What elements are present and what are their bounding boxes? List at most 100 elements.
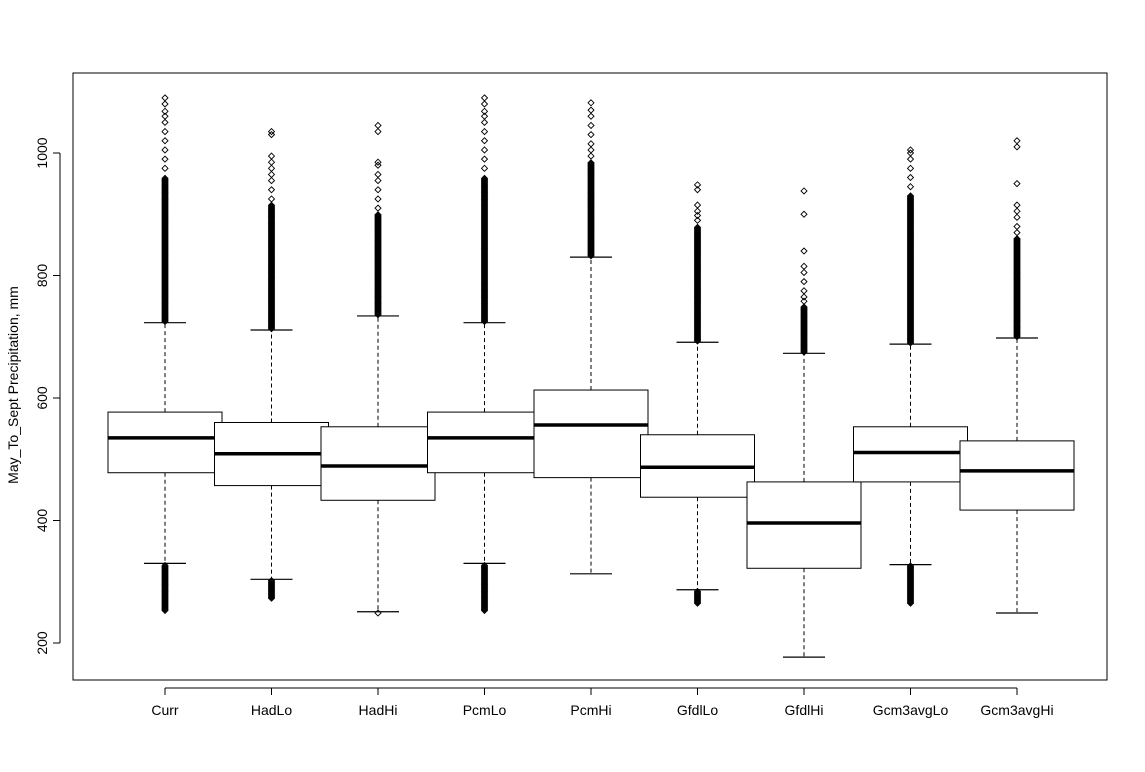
outlier-point [1013, 222, 1021, 231]
outlier-point [906, 149, 915, 157]
outlier-point [587, 146, 595, 154]
iqr-box [427, 411, 542, 474]
plot-frame [72, 72, 1108, 681]
box-Curr [107, 94, 223, 615]
x-tick-label: PcmLo [463, 702, 507, 718]
outlier-point [800, 304, 808, 312]
x-tick-label: Gcm3avgLo [873, 702, 949, 718]
outlier-point [906, 562, 915, 570]
y-tick-label: 1000 [34, 137, 50, 168]
outlier-point [267, 164, 276, 172]
outlier-point [906, 146, 915, 154]
y-axis-title: May_To_Sept Precipitation, mm [5, 286, 21, 484]
outlier-point [480, 175, 489, 183]
outlier-point [693, 587, 702, 596]
outlier-point [906, 563, 915, 571]
outlier-point [374, 161, 382, 169]
outlier-point [161, 127, 169, 136]
outlier-point [267, 158, 276, 166]
outlier-point [480, 100, 489, 108]
box-GfdlHi [746, 187, 862, 658]
outlier-point [161, 100, 169, 108]
outlier-point [267, 201, 276, 209]
outlier-point [267, 170, 276, 179]
outlier-point [800, 247, 808, 255]
y-tick-label: 400 [34, 509, 50, 533]
outlier-point [587, 160, 595, 168]
iqr-box [853, 426, 968, 483]
boxes-group [107, 94, 1075, 658]
outlier-point [800, 262, 808, 270]
outlier-point [587, 159, 595, 167]
outlier-point [800, 268, 808, 277]
box-PcmHi [533, 99, 649, 575]
outlier-point [1013, 213, 1021, 221]
outlier-point [906, 183, 915, 191]
outlier-point [374, 127, 382, 136]
outlier-point [1013, 228, 1021, 237]
outlier-point [374, 204, 382, 212]
x-tick-label: HadLo [251, 702, 292, 718]
x-tick-label: PcmHi [570, 702, 611, 718]
outlier-point [161, 107, 169, 115]
outlier-point [1013, 235, 1021, 243]
box-Gcm3avgLo [853, 146, 968, 607]
outlier-point [480, 561, 489, 570]
x-tick-label: Curr [151, 702, 179, 718]
outlier-point [267, 577, 276, 585]
outlier-point [161, 164, 169, 172]
outlier-point [374, 158, 382, 166]
outlier-point [161, 561, 169, 570]
outlier-point [161, 112, 169, 120]
outlier-point [480, 94, 489, 102]
outlier-point [906, 164, 915, 172]
outlier-point [800, 303, 808, 311]
outlier-point [1013, 179, 1021, 188]
outlier-point [267, 176, 276, 185]
outlier-point [587, 130, 595, 139]
iqr-box [959, 440, 1075, 511]
outlier-point [161, 94, 169, 102]
box-GfdlLo [640, 181, 755, 607]
outlier-point [480, 562, 489, 571]
y-tick-label: 600 [34, 386, 50, 410]
outlier-point [800, 187, 808, 195]
outlier-point [693, 224, 702, 232]
outlier-point [1013, 201, 1021, 209]
x-tick-label: HadHi [359, 702, 398, 718]
outlier-point [480, 155, 489, 163]
outlier-point [906, 192, 915, 200]
outlier-point [693, 223, 702, 231]
outlier-point [1013, 207, 1021, 215]
iqr-box [320, 426, 436, 501]
x-axis: Curr HadLo HadHi PcmLo PcmHi GfdlLo GfdlHi Gcm3… [151, 687, 1054, 718]
outlier-point [161, 562, 169, 571]
outlier-point [587, 112, 595, 120]
outlier-point [480, 118, 489, 127]
outlier-point [161, 118, 169, 127]
outlier-point [587, 121, 595, 130]
outlier-point [587, 99, 595, 107]
outlier-point [587, 106, 595, 114]
outlier-point [161, 146, 169, 154]
x-tick-label: Gcm3avgHi [980, 702, 1053, 718]
outlier-point [587, 140, 595, 148]
outlier-point [267, 152, 276, 160]
outlier-point [480, 137, 489, 145]
outlier-point [800, 287, 808, 295]
outlier-point [693, 201, 702, 209]
x-tick-label: GfdlLo [677, 702, 718, 718]
outlier-point [267, 186, 276, 194]
y-tick-label: 800 [34, 264, 50, 288]
outlier-point [374, 170, 382, 179]
outlier-point [800, 210, 808, 218]
outlier-point [480, 112, 489, 120]
outlier-point [693, 216, 702, 225]
outlier-point [480, 127, 489, 136]
outlier-point [161, 175, 169, 183]
outlier-point [480, 174, 489, 182]
outlier-point [161, 174, 169, 182]
outlier-point [267, 202, 276, 210]
outlier-point [693, 207, 702, 215]
